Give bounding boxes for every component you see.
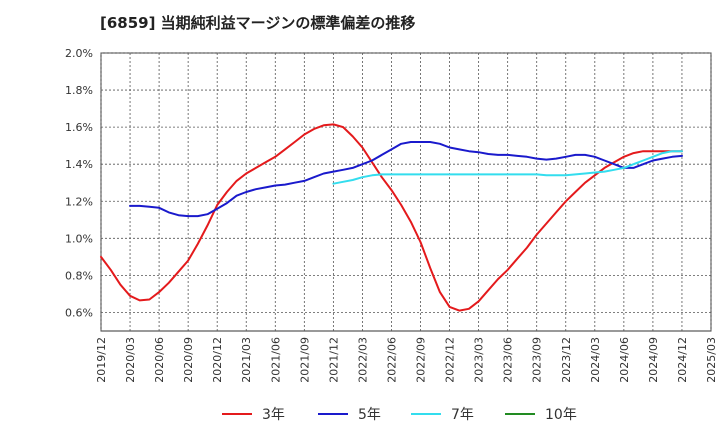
x-tick-label: 2020/06 bbox=[153, 337, 166, 383]
y-tick-label: 0.6% bbox=[65, 306, 93, 319]
series-line bbox=[332, 150, 683, 185]
x-tick-label: 2023/06 bbox=[502, 337, 515, 383]
legend-label: 5年 bbox=[358, 407, 381, 423]
legend-label: 7年 bbox=[451, 407, 474, 423]
x-tick-label: 2023/12 bbox=[560, 337, 573, 383]
plot-frame bbox=[100, 52, 712, 332]
x-tick-label: 2020/09 bbox=[182, 337, 195, 383]
grid-lines bbox=[100, 52, 712, 331]
x-tick-label: 2024/12 bbox=[676, 337, 689, 383]
x-tick-label: 2021/09 bbox=[298, 337, 311, 383]
series-line bbox=[100, 123, 683, 312]
x-tick-label: 2021/03 bbox=[240, 337, 253, 383]
x-tick-label: 2023/03 bbox=[473, 337, 486, 383]
y-tick-label: 1.2% bbox=[65, 195, 93, 208]
x-tick-label: 2020/03 bbox=[124, 337, 137, 383]
chart-title: [6859] 当期純利益マージンの標準偏差の推移 bbox=[100, 14, 415, 32]
x-tick-label: 2024/09 bbox=[647, 337, 660, 383]
y-tick-label: 2.0% bbox=[65, 47, 93, 60]
y-tick-label: 1.0% bbox=[65, 232, 93, 245]
legend: 3年 5年 7年 10年 bbox=[222, 407, 577, 423]
legend-label: 10年 bbox=[545, 407, 577, 423]
plot-area bbox=[100, 52, 712, 332]
y-tick-label: 0.8% bbox=[65, 269, 93, 282]
legend-label: 3年 bbox=[262, 407, 285, 423]
y-tick-label: 1.4% bbox=[65, 158, 93, 171]
x-tick-label: 2022/03 bbox=[356, 337, 369, 383]
series-line bbox=[129, 141, 683, 218]
y-tick-label: 1.6% bbox=[65, 121, 93, 134]
x-tick-label: 2024/03 bbox=[589, 337, 602, 383]
x-tick-label: 2022/06 bbox=[385, 337, 398, 383]
x-tick-label: 2023/09 bbox=[531, 337, 544, 383]
x-axis-ticks: 2019/12 2020/03 2020/06 2020/09 2020/12 2021/… bbox=[95, 337, 718, 383]
y-tick-label: 1.8% bbox=[65, 84, 93, 97]
series-lines bbox=[100, 123, 683, 312]
x-tick-label: 2021/12 bbox=[327, 337, 340, 383]
y-axis-ticks: 2.0% 1.8% 1.6% 1.4% 1.2% 1.0% 0.8% 0.6% bbox=[65, 47, 93, 319]
x-tick-label: 2022/12 bbox=[444, 337, 457, 383]
x-tick-label: 2025/03 bbox=[705, 337, 718, 383]
x-tick-label: 2024/06 bbox=[618, 337, 631, 383]
x-tick-label: 2019/12 bbox=[95, 337, 108, 383]
x-tick-label: 2021/06 bbox=[269, 337, 282, 383]
x-tick-label: 2020/12 bbox=[211, 337, 224, 383]
x-tick-label: 2022/09 bbox=[415, 337, 428, 383]
